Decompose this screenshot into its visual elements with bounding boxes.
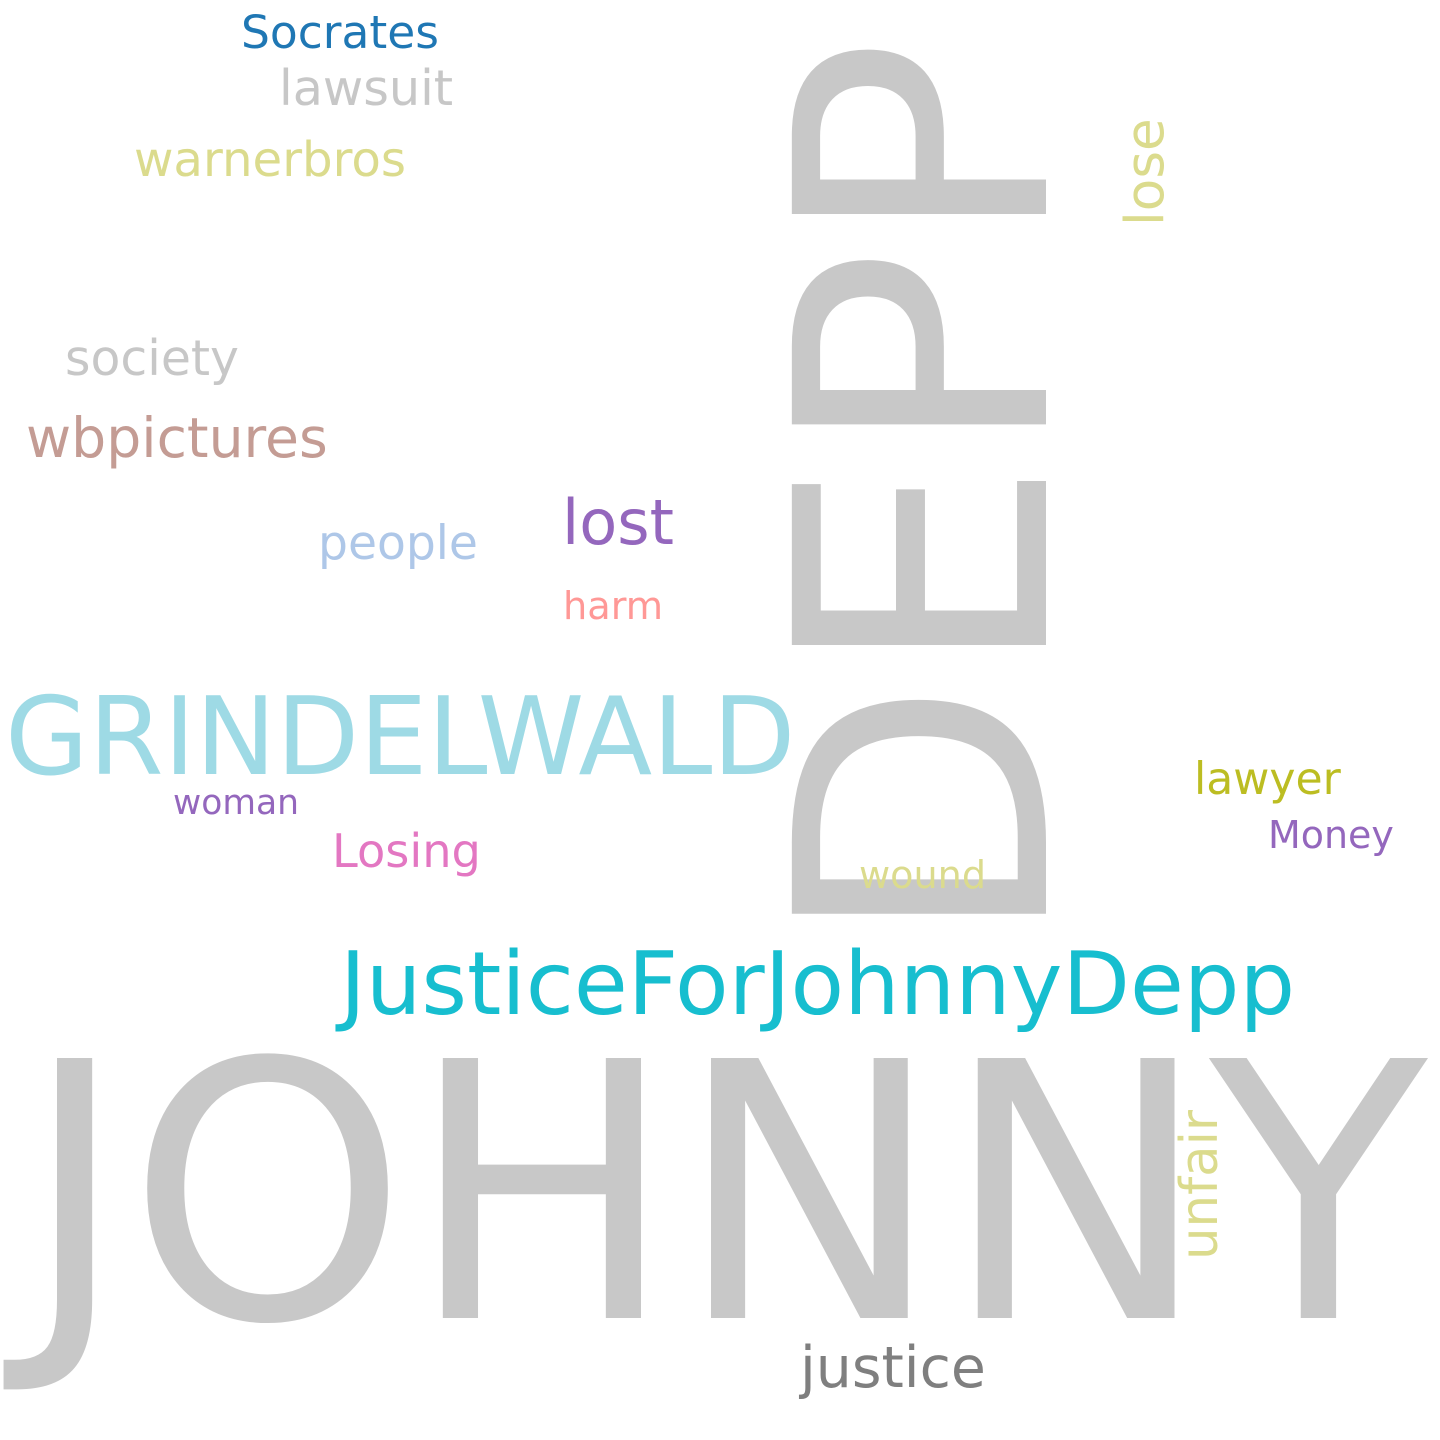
word-grindelwald: GRINDELWALD [5,675,796,800]
word-society: society [65,329,239,387]
word-lawsuit: lawsuit [279,58,454,117]
word-money: Money [1268,813,1394,857]
word-depp: DEPP [722,37,1129,949]
word-justice-for-johnny-depp: JusticeForJohnnyDepp [340,933,1296,1035]
word-lawyer: lawyer [1194,754,1341,805]
word-people: people [318,515,478,571]
word-harm: harm [563,584,664,629]
word-wound: wound [859,853,987,897]
word-socrates: Socrates [241,6,439,59]
word-warnerbros: warnerbros [134,132,407,188]
word-johnny: JOHNNY [22,987,1428,1403]
word-lose: lose [1113,118,1176,226]
word-wbpictures: wbpictures [26,406,328,471]
word-losing: Losing [332,824,481,878]
word-lost: lost [562,486,674,559]
word-justice: justice [800,1334,986,1401]
word-unfair: unfair [1169,1109,1230,1260]
word-woman: woman [173,782,299,823]
